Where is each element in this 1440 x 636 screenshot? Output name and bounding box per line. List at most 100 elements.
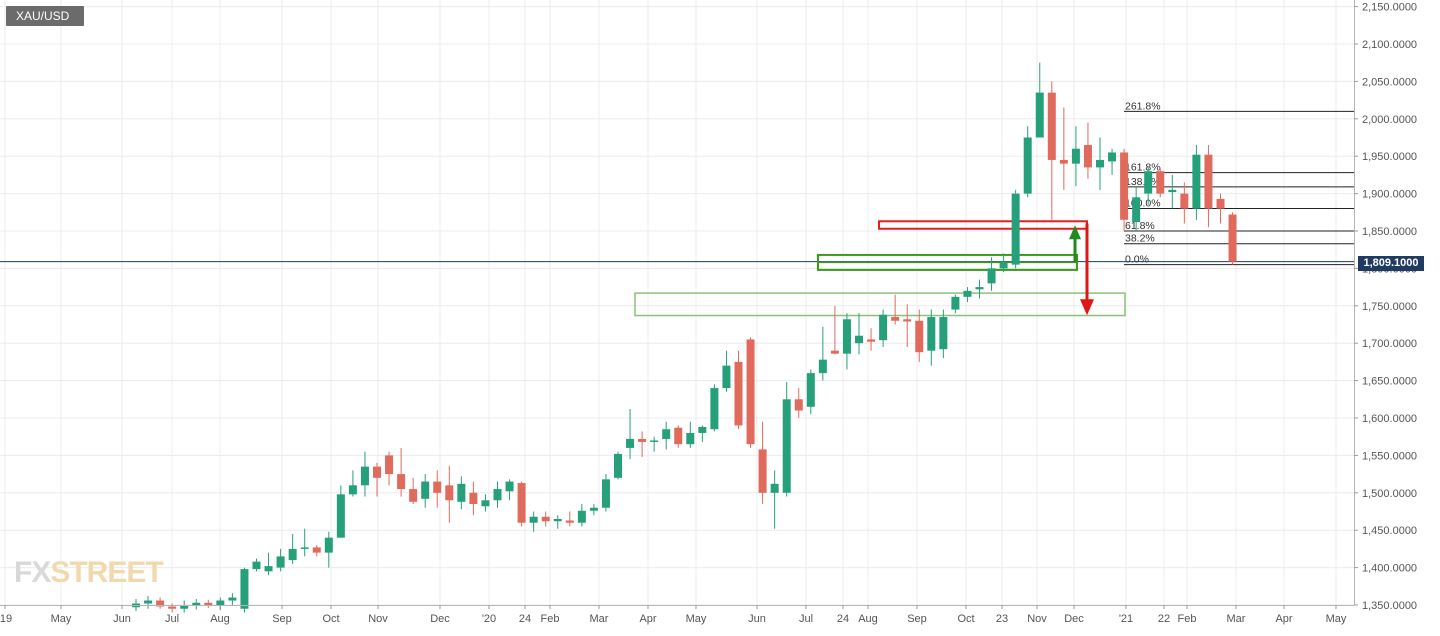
y-tick-label: 2,050.0000 — [1362, 76, 1417, 88]
logo-fx: FX — [14, 556, 51, 589]
x-tick-label: Jul — [799, 613, 813, 625]
candle-body — [264, 566, 273, 572]
candle-body — [276, 556, 285, 568]
candle-body — [397, 474, 406, 490]
candle-body — [481, 500, 490, 507]
candle-body — [252, 561, 261, 570]
candle-body — [457, 483, 466, 502]
x-tick-label: Apr — [1275, 613, 1292, 625]
candle-body — [601, 479, 610, 508]
y-tick-label: 1,750.0000 — [1362, 301, 1417, 313]
candle-body — [1168, 189, 1177, 193]
candle-body — [951, 296, 960, 310]
x-tick-label: May — [686, 613, 707, 625]
candle-body — [855, 335, 863, 344]
x-tick-label: Feb — [541, 613, 560, 625]
candle-body — [180, 605, 189, 609]
candle-body — [336, 494, 345, 538]
candle-body — [228, 597, 237, 601]
candle-body — [614, 453, 622, 478]
candle-body — [722, 365, 731, 389]
candle-body — [1035, 92, 1044, 138]
x-tick-label: Sep — [907, 613, 927, 625]
candle-body — [698, 426, 707, 433]
candle-body — [1132, 197, 1141, 223]
candle-body — [939, 317, 948, 350]
x-tick-label: Aug — [858, 613, 878, 625]
candle-body — [963, 290, 972, 297]
candle-body — [312, 547, 321, 553]
candle-body — [385, 455, 394, 475]
candle-body — [553, 518, 562, 522]
candle-body — [240, 569, 249, 609]
x-tick-label: May — [1326, 613, 1347, 625]
x-tick-label: Feb — [1178, 613, 1197, 625]
candle-body — [770, 483, 779, 493]
candle-body — [373, 466, 381, 478]
y-tick-label: 1,850.0000 — [1362, 226, 1417, 238]
candle-body — [541, 516, 550, 522]
x-tick-label: Mar — [590, 613, 609, 625]
candle-body — [421, 481, 430, 499]
candle-body — [192, 602, 201, 605]
candle-body — [987, 268, 996, 284]
candle-body — [915, 320, 924, 353]
y-tick-label: 2,150.0000 — [1362, 2, 1417, 14]
x-tick-label: Mar — [1227, 613, 1246, 625]
candle-body — [758, 449, 767, 493]
candle-body — [686, 432, 695, 445]
fib-level-label: 61.8% — [1125, 220, 1155, 232]
candle-body — [975, 287, 984, 290]
y-tick-label: 1,450.0000 — [1362, 525, 1417, 537]
x-tick-label: Oct — [957, 613, 974, 625]
fib-level-label: 261.8% — [1125, 100, 1161, 112]
candle-body — [565, 520, 574, 523]
candle-body — [662, 429, 671, 439]
candle-body — [999, 262, 1008, 269]
x-tick-label: 24 — [837, 613, 849, 625]
candle-body — [927, 317, 936, 351]
candle-body — [409, 489, 418, 502]
candle-body — [204, 602, 213, 606]
candle-body — [577, 510, 586, 523]
x-tick-label: Nov — [1027, 613, 1047, 625]
candle-body — [493, 489, 502, 501]
arrows — [1069, 223, 1094, 316]
x-tick-label: 23 — [996, 613, 1008, 625]
logo-street: STREET — [50, 556, 163, 589]
candle-body — [1180, 193, 1189, 209]
y-tick-label: 1,900.0000 — [1362, 189, 1417, 201]
x-tick-label: May — [51, 613, 72, 625]
candle-body — [288, 548, 297, 561]
y-tick-label: 1,950.0000 — [1362, 151, 1417, 163]
candle-body — [156, 600, 165, 607]
candle-body — [650, 440, 659, 442]
candle-body — [1059, 159, 1068, 164]
candle-body — [1228, 214, 1237, 262]
x-tick-label: Oct — [322, 613, 339, 625]
x-tick-label: Jun — [113, 613, 131, 625]
candle-body — [529, 516, 538, 523]
y-tick-label: 1,550.0000 — [1362, 450, 1417, 462]
candle-body — [626, 438, 635, 448]
x-tick-label: Jul — [165, 613, 179, 625]
x-tick-label: 22 — [1158, 613, 1170, 625]
fib-level-label: 161.8% — [1125, 162, 1161, 174]
candle-body — [1047, 92, 1056, 160]
candle-body — [1023, 137, 1032, 194]
fib-level-label: 100.0% — [1125, 198, 1161, 210]
candle-body — [433, 481, 442, 493]
symbol-tag[interactable]: XAU/USD — [6, 6, 84, 26]
candle-body — [794, 399, 803, 411]
candle-body — [300, 547, 309, 549]
x-tick-label: 24 — [519, 613, 531, 625]
candle-body — [517, 483, 526, 523]
candle-body — [638, 438, 647, 442]
candle-body — [589, 507, 598, 511]
y-tick-label: 1,700.0000 — [1362, 338, 1417, 350]
candle-body — [710, 388, 719, 430]
fib-level-label: 138.2% — [1125, 176, 1161, 188]
candle-body — [144, 600, 153, 604]
